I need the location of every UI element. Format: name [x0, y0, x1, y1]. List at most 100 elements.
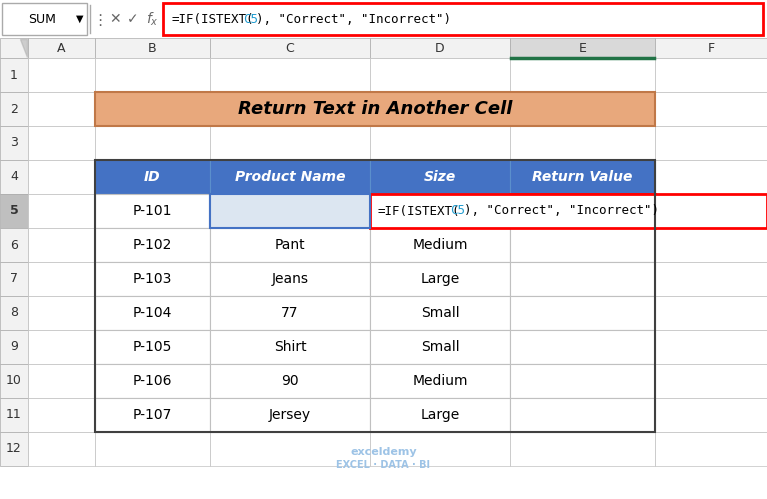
FancyBboxPatch shape	[210, 194, 370, 228]
FancyBboxPatch shape	[95, 58, 210, 92]
Text: P-102: P-102	[133, 238, 172, 252]
FancyBboxPatch shape	[28, 58, 95, 92]
FancyBboxPatch shape	[210, 262, 370, 296]
Text: ✕: ✕	[109, 12, 121, 26]
FancyBboxPatch shape	[28, 92, 95, 126]
FancyBboxPatch shape	[95, 432, 210, 466]
Text: 5: 5	[10, 205, 18, 218]
FancyBboxPatch shape	[655, 330, 767, 364]
Text: 12: 12	[6, 443, 22, 456]
FancyBboxPatch shape	[210, 330, 370, 364]
Text: 8: 8	[10, 306, 18, 319]
FancyBboxPatch shape	[370, 228, 510, 262]
FancyBboxPatch shape	[510, 194, 655, 228]
FancyBboxPatch shape	[0, 364, 28, 398]
Text: 6: 6	[10, 239, 18, 251]
FancyBboxPatch shape	[370, 364, 510, 398]
FancyBboxPatch shape	[655, 92, 767, 126]
FancyBboxPatch shape	[0, 58, 28, 92]
FancyBboxPatch shape	[28, 330, 95, 364]
FancyBboxPatch shape	[95, 296, 210, 330]
Text: Medium: Medium	[412, 374, 468, 388]
FancyBboxPatch shape	[210, 364, 370, 398]
FancyBboxPatch shape	[510, 160, 655, 194]
FancyBboxPatch shape	[510, 364, 655, 398]
Text: C: C	[285, 41, 295, 54]
FancyBboxPatch shape	[95, 398, 210, 432]
FancyBboxPatch shape	[0, 194, 28, 228]
FancyBboxPatch shape	[0, 296, 28, 330]
FancyBboxPatch shape	[210, 398, 370, 432]
Text: Shirt: Shirt	[274, 204, 306, 218]
FancyBboxPatch shape	[0, 432, 28, 466]
FancyBboxPatch shape	[95, 126, 210, 160]
Text: P-106: P-106	[133, 374, 173, 388]
FancyBboxPatch shape	[655, 296, 767, 330]
FancyBboxPatch shape	[370, 58, 510, 92]
FancyBboxPatch shape	[655, 228, 767, 262]
Text: 4: 4	[10, 171, 18, 184]
Text: P-104: P-104	[133, 306, 172, 320]
FancyBboxPatch shape	[0, 330, 28, 364]
FancyBboxPatch shape	[95, 194, 210, 228]
FancyBboxPatch shape	[95, 330, 210, 364]
Text: Small: Small	[420, 306, 459, 320]
Text: Large: Large	[420, 272, 459, 286]
FancyBboxPatch shape	[510, 228, 655, 262]
FancyBboxPatch shape	[0, 262, 28, 296]
FancyBboxPatch shape	[0, 398, 28, 432]
Text: ), "Correct", "Incorrect"): ), "Correct", "Incorrect")	[464, 205, 659, 218]
FancyBboxPatch shape	[655, 38, 767, 58]
FancyBboxPatch shape	[95, 92, 655, 126]
FancyBboxPatch shape	[95, 160, 210, 194]
Text: Jeans: Jeans	[272, 272, 308, 286]
FancyBboxPatch shape	[28, 262, 95, 296]
FancyBboxPatch shape	[210, 364, 370, 398]
FancyBboxPatch shape	[510, 296, 655, 330]
FancyBboxPatch shape	[510, 228, 655, 262]
FancyBboxPatch shape	[0, 160, 28, 194]
Text: ▼: ▼	[76, 14, 84, 24]
FancyBboxPatch shape	[655, 160, 767, 194]
FancyBboxPatch shape	[510, 398, 655, 432]
FancyBboxPatch shape	[510, 296, 655, 330]
FancyBboxPatch shape	[510, 92, 655, 126]
FancyBboxPatch shape	[510, 194, 655, 228]
FancyBboxPatch shape	[210, 194, 370, 228]
FancyBboxPatch shape	[510, 126, 655, 160]
FancyBboxPatch shape	[95, 398, 210, 432]
Text: 3: 3	[10, 137, 18, 150]
FancyBboxPatch shape	[370, 432, 510, 466]
FancyBboxPatch shape	[510, 432, 655, 466]
FancyBboxPatch shape	[210, 228, 370, 262]
Text: 10: 10	[6, 375, 22, 388]
FancyBboxPatch shape	[95, 262, 210, 296]
Text: EXCEL · DATA · BI: EXCEL · DATA · BI	[337, 460, 430, 470]
FancyBboxPatch shape	[370, 160, 510, 194]
FancyBboxPatch shape	[370, 262, 510, 296]
FancyBboxPatch shape	[370, 194, 510, 228]
Text: 2: 2	[10, 102, 18, 115]
Text: 77: 77	[281, 306, 299, 320]
FancyBboxPatch shape	[95, 262, 210, 296]
FancyBboxPatch shape	[655, 126, 767, 160]
FancyBboxPatch shape	[370, 364, 510, 398]
FancyBboxPatch shape	[95, 228, 210, 262]
FancyBboxPatch shape	[28, 398, 95, 432]
FancyBboxPatch shape	[655, 194, 767, 228]
FancyBboxPatch shape	[370, 296, 510, 330]
Text: Shirt: Shirt	[274, 340, 306, 354]
FancyBboxPatch shape	[510, 262, 655, 296]
FancyBboxPatch shape	[95, 296, 210, 330]
Text: P-103: P-103	[133, 272, 172, 286]
FancyBboxPatch shape	[370, 330, 510, 364]
Text: ✓: ✓	[127, 12, 139, 26]
FancyBboxPatch shape	[210, 296, 370, 330]
FancyBboxPatch shape	[370, 296, 510, 330]
FancyBboxPatch shape	[210, 160, 370, 194]
FancyBboxPatch shape	[0, 38, 28, 58]
FancyBboxPatch shape	[510, 38, 655, 58]
Text: Return Text in Another Cell: Return Text in Another Cell	[238, 100, 512, 118]
FancyBboxPatch shape	[370, 38, 510, 58]
FancyBboxPatch shape	[0, 92, 28, 126]
